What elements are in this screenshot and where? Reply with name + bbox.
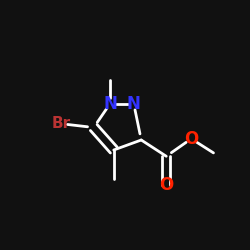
Text: N: N bbox=[127, 95, 141, 113]
Text: Br: Br bbox=[52, 116, 71, 131]
Text: N: N bbox=[103, 95, 117, 113]
Text: O: O bbox=[184, 130, 198, 148]
Text: O: O bbox=[159, 176, 174, 194]
